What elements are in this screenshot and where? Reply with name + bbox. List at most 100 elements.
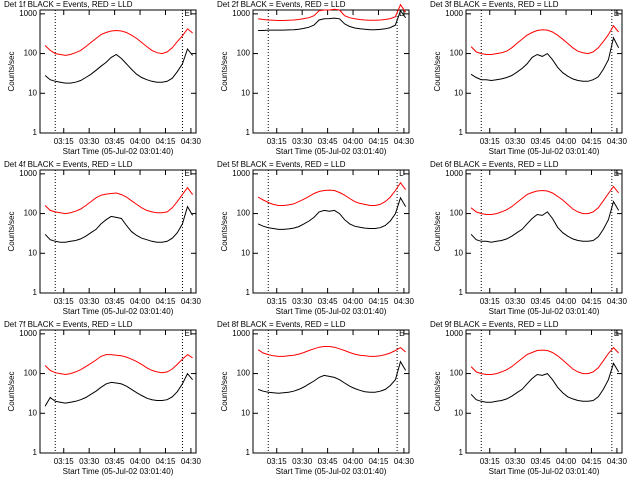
y-axis-label: Counts/sec (220, 371, 229, 411)
y-tick-label: 1 (459, 288, 464, 297)
x-tick-label: 03:45 (531, 137, 552, 146)
x-axis-label: Start Time (05-Jul-02 03:01:40) (489, 307, 600, 316)
x-tick-label: 04:00 (556, 137, 577, 146)
y-tick-label: 1000 (445, 169, 463, 178)
chart-title: Det 7f BLACK = Events, RED = LLD (4, 320, 133, 329)
data-line (470, 185, 619, 215)
y-tick-label: 1 (459, 128, 464, 137)
x-tick-label: 03:45 (105, 137, 126, 146)
annotation: L (399, 169, 404, 178)
y-axis-label: Counts/sec (7, 51, 16, 91)
x-tick-label: 04:00 (556, 457, 577, 466)
y-axis-label: Counts/sec (7, 371, 16, 411)
y-axis-label: Counts/sec (433, 371, 442, 411)
y-axis-label: Counts/sec (220, 211, 229, 251)
x-tick-label: 04:30 (394, 137, 415, 146)
data-line (44, 372, 193, 407)
chart-panel: Det 5f BLACK = Events, RED = LLD 1 10 100 10… (217, 160, 414, 316)
x-tick-label: 04:15 (581, 457, 602, 466)
y-axis-label: Counts/sec (220, 51, 229, 91)
y-tick-label: 1 (246, 288, 251, 297)
x-tick-label: 04:30 (394, 297, 415, 306)
data-line (44, 353, 193, 376)
y-tick-label: 100 (237, 49, 251, 58)
x-tick-label: 04:30 (607, 137, 628, 146)
x-tick-label: 04:30 (394, 457, 415, 466)
plot-frame (252, 169, 410, 294)
x-tick-label: 03:30 (505, 297, 526, 306)
x-tick-label: 03:45 (531, 457, 552, 466)
annotation: E (614, 169, 619, 178)
annotation: E (184, 169, 189, 178)
x-tick-label: 03:15 (54, 137, 75, 146)
x-axis-label: Start Time (05-Jul-02 03:01:40) (276, 467, 387, 476)
x-tick-label: 03:15 (480, 297, 501, 306)
data-line (258, 9, 407, 31)
x-tick-label: 04:15 (368, 297, 389, 306)
y-tick-label: 10 (28, 248, 37, 257)
chart-title: Det 5f BLACK = Events, RED = LLD (217, 160, 346, 169)
x-tick-label: 03:45 (105, 297, 126, 306)
x-tick-label: 03:45 (318, 457, 339, 466)
x-tick-label: 03:15 (267, 457, 288, 466)
chart-title: Det 1f BLACK = Events, RED = LLD (4, 0, 133, 9)
y-axis-label: Counts/sec (7, 211, 16, 251)
data-line (44, 47, 193, 84)
y-tick-label: 100 (450, 49, 464, 58)
y-tick-label: 10 (28, 408, 37, 417)
data-line (470, 346, 619, 375)
x-axis-label: Start Time (05-Jul-02 03:01:40) (63, 307, 174, 316)
y-tick-label: 100 (24, 209, 38, 218)
y-tick-label: 100 (450, 369, 464, 378)
data-line (44, 28, 193, 56)
x-axis-label: Start Time (05-Jul-02 03:01:40) (489, 467, 600, 476)
x-tick-label: 03:30 (79, 457, 100, 466)
y-tick-label: 100 (237, 369, 251, 378)
plot-frame (252, 329, 410, 454)
data-line (257, 196, 407, 230)
plot-frame (39, 329, 197, 454)
chart-panel: Det 2f BLACK = Events, RED = LLD 1 10 100 10… (217, 0, 414, 156)
x-tick-label: 04:15 (368, 137, 389, 146)
y-tick-label: 1000 (445, 329, 463, 338)
x-tick-label: 03:30 (292, 297, 313, 306)
data-line (44, 186, 194, 215)
x-tick-label: 04:00 (556, 297, 577, 306)
x-tick-label: 03:45 (531, 297, 552, 306)
data-line (44, 205, 194, 243)
y-tick-label: 1000 (19, 9, 37, 18)
data-line (257, 346, 406, 357)
y-tick-label: 10 (241, 408, 250, 417)
y-tick-label: 10 (454, 408, 463, 417)
x-tick-label: 04:15 (581, 137, 602, 146)
x-tick-label: 04:30 (181, 137, 202, 146)
y-tick-label: 100 (237, 209, 251, 218)
x-tick-label: 03:45 (318, 137, 339, 146)
plot-frame (39, 169, 197, 294)
y-tick-label: 1000 (232, 169, 250, 178)
x-tick-label: 04:15 (155, 137, 176, 146)
chart-title: Det 8f BLACK = Events, RED = LLD (217, 320, 346, 329)
chart-title: Det 9f BLACK = Events, RED = LLD (430, 320, 559, 329)
x-tick-label: 04:30 (181, 297, 202, 306)
x-tick-label: 03:30 (292, 137, 313, 146)
plot-frame (465, 169, 623, 294)
y-tick-label: 1000 (19, 329, 37, 338)
x-tick-label: 04:15 (155, 457, 176, 466)
x-tick-label: 04:30 (181, 457, 202, 466)
x-axis-label: Start Time (05-Jul-02 03:01:40) (276, 147, 387, 156)
x-tick-label: 03:15 (267, 137, 288, 146)
x-tick-label: 03:30 (292, 457, 313, 466)
chart-title: Det 4f BLACK = Events, RED = LLD (4, 160, 133, 169)
x-axis-label: Start Time (05-Jul-02 03:01:40) (489, 147, 600, 156)
x-tick-label: 04:00 (343, 137, 364, 146)
x-tick-label: 03:15 (54, 297, 75, 306)
plot-frame (39, 9, 197, 134)
x-tick-label: 04:00 (343, 457, 364, 466)
y-tick-label: 1 (246, 128, 251, 137)
plot-frame (465, 9, 623, 134)
data-line (258, 3, 407, 21)
annotation: E (184, 9, 189, 18)
y-tick-label: 10 (454, 88, 463, 97)
